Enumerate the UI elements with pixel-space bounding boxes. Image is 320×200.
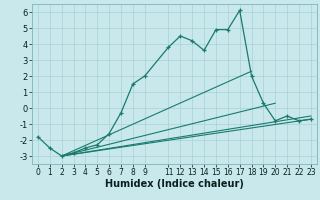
X-axis label: Humidex (Indice chaleur): Humidex (Indice chaleur) — [105, 179, 244, 189]
